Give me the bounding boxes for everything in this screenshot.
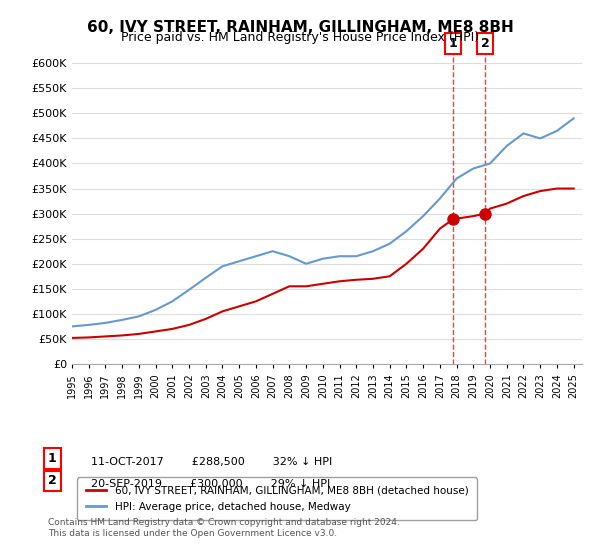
Text: Contains HM Land Registry data © Crown copyright and database right 2024.
This d: Contains HM Land Registry data © Crown c…: [48, 518, 400, 538]
Text: Price paid vs. HM Land Registry's House Price Index (HPI): Price paid vs. HM Land Registry's House …: [121, 31, 479, 44]
Legend: 60, IVY STREET, RAINHAM, GILLINGHAM, ME8 8BH (detached house), HPI: Average pric: 60, IVY STREET, RAINHAM, GILLINGHAM, ME8…: [77, 478, 477, 520]
Text: 1: 1: [48, 452, 57, 465]
Text: 2: 2: [48, 474, 57, 487]
Text: 2: 2: [481, 37, 490, 50]
Text: 60, IVY STREET, RAINHAM, GILLINGHAM, ME8 8BH: 60, IVY STREET, RAINHAM, GILLINGHAM, ME8…: [86, 20, 514, 35]
Text: 20-SEP-2019        £300,000        29% ↓ HPI: 20-SEP-2019 £300,000 29% ↓ HPI: [84, 479, 330, 489]
Text: 11-OCT-2017        £288,500        32% ↓ HPI: 11-OCT-2017 £288,500 32% ↓ HPI: [84, 457, 332, 467]
Text: 1: 1: [449, 37, 457, 50]
